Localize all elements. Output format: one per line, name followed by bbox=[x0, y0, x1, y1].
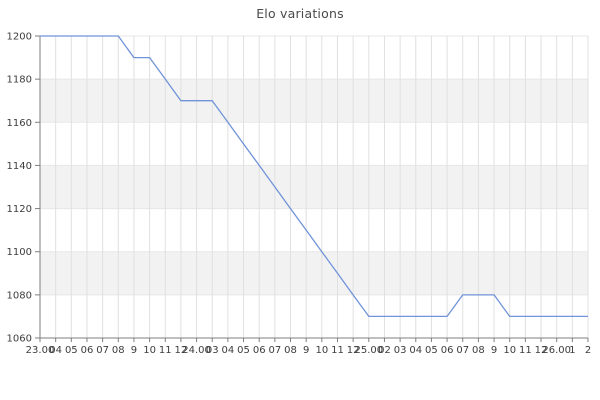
x-tick-label: 05 bbox=[65, 345, 78, 356]
x-tick-label: 12 bbox=[535, 345, 548, 356]
x-tick-label: 06 bbox=[441, 345, 454, 356]
x-tick-label: 11 bbox=[519, 345, 532, 356]
x-tick-label: 08 bbox=[112, 345, 125, 356]
x-tick-label: 04 bbox=[49, 345, 62, 356]
y-tick-label: 1100 bbox=[7, 247, 32, 258]
x-tick-label: 04 bbox=[222, 345, 235, 356]
x-tick-label: 02 bbox=[378, 345, 391, 356]
x-tick-label: 10 bbox=[315, 345, 328, 356]
x-tick-label: 07 bbox=[96, 345, 109, 356]
chart-title: Elo variations bbox=[256, 6, 344, 21]
x-tick-label: 03 bbox=[394, 345, 407, 356]
x-tick-label: 06 bbox=[253, 345, 266, 356]
x-tick-label: 9 bbox=[131, 345, 137, 356]
x-tick-label: 04 bbox=[409, 345, 422, 356]
y-tick-label: 1200 bbox=[7, 32, 32, 43]
x-tick-label: 07 bbox=[268, 345, 281, 356]
y-tick-label: 1080 bbox=[7, 290, 32, 301]
x-tick-label: 08 bbox=[472, 345, 485, 356]
x-tick-label: 08 bbox=[284, 345, 297, 356]
x-tick-label: 24.00 bbox=[182, 345, 211, 356]
chart-band bbox=[40, 251, 588, 295]
y-tick-label: 1140 bbox=[7, 161, 32, 172]
x-tick-label: 07 bbox=[456, 345, 469, 356]
x-tick-label: 05 bbox=[425, 345, 438, 356]
x-tick-label: 10 bbox=[143, 345, 156, 356]
y-tick-label: 1060 bbox=[7, 334, 32, 345]
y-tick-label: 1160 bbox=[7, 118, 32, 129]
chart-band bbox=[40, 79, 588, 123]
x-tick-label: 05 bbox=[237, 345, 250, 356]
x-tick-label: 11 bbox=[331, 345, 344, 356]
x-tick-label: 2 bbox=[585, 345, 591, 356]
x-tick-label: 12 bbox=[347, 345, 360, 356]
x-tick-label: 25.00 bbox=[354, 345, 383, 356]
x-tick-label: 23.00 bbox=[26, 345, 55, 356]
x-tick-label: 1 bbox=[569, 345, 575, 356]
y-tick-label: 1180 bbox=[7, 75, 32, 86]
x-tick-label: 26.00 bbox=[542, 345, 571, 356]
x-tick-label: 9 bbox=[491, 345, 497, 356]
y-tick-label: 1120 bbox=[7, 204, 32, 215]
x-tick-label: 03 bbox=[206, 345, 219, 356]
x-tick-label: 10 bbox=[503, 345, 516, 356]
x-tick-label: 06 bbox=[81, 345, 94, 356]
x-tick-label: 11 bbox=[159, 345, 172, 356]
x-tick-label: 12 bbox=[175, 345, 188, 356]
x-tick-label: 9 bbox=[303, 345, 309, 356]
elo-line bbox=[40, 35, 588, 318]
chart-band bbox=[40, 165, 588, 209]
